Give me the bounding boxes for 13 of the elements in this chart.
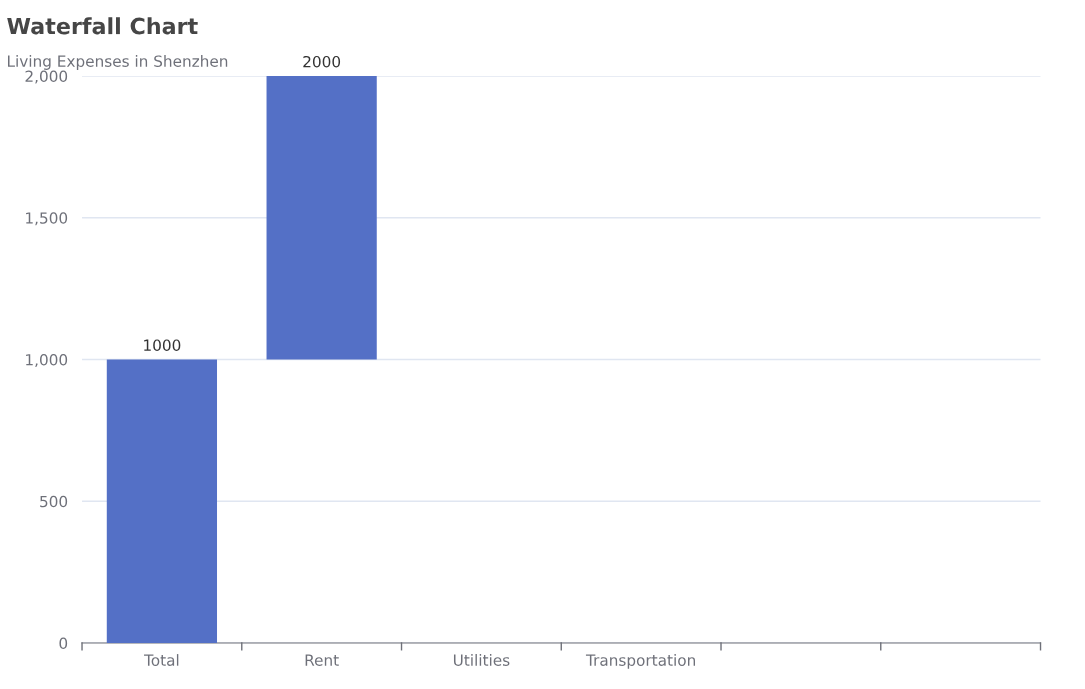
data-label: 1000	[144, 339, 181, 351]
x-tick-label: Total	[144, 654, 179, 666]
y-tick-label: 1,500	[26, 212, 68, 226]
y-tick-label: 2,000	[25, 70, 68, 84]
y-tick-label: 0	[59, 637, 68, 649]
y-tick-label: 500	[40, 495, 68, 508]
chart-subtitle: Living Expenses in Shenzhen	[8, 55, 228, 70]
x-tick-label: Rent	[305, 654, 339, 666]
data-label: 2000	[303, 55, 341, 68]
chart-title: Waterfall Chart	[7, 17, 198, 35]
y-tick-label: 1,000	[26, 353, 68, 368]
x-tick-label: Transportation	[585, 654, 695, 669]
x-tick-label: Utilities	[453, 654, 510, 666]
